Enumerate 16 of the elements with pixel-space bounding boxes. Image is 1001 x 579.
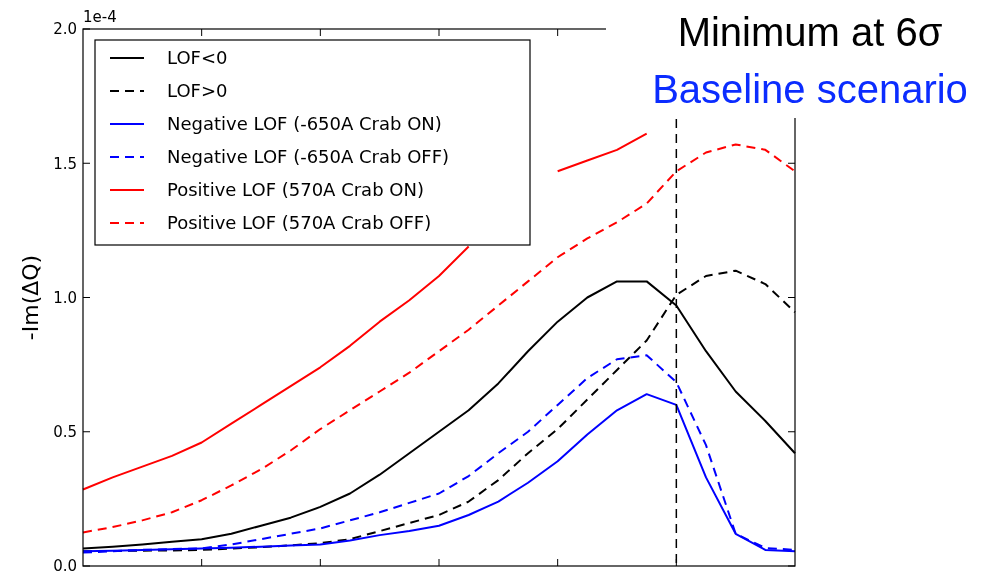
- text: Baseline scenario: [652, 67, 968, 111]
- legend-label: Positive LOF (570A Crab OFF): [167, 212, 432, 234]
- legend-label: Negative LOF (-650A Crab ON): [167, 113, 442, 135]
- y-axis-title: -Im(ΔQ): [18, 254, 43, 341]
- legend-label: LOF>0: [167, 80, 228, 102]
- legend-label: Positive LOF (570A Crab ON): [167, 179, 424, 201]
- line-series: [82, 143, 796, 534]
- text: 1e-4: [83, 8, 117, 26]
- chart-title: Minimum at 6σ: [677, 10, 943, 54]
- legend-label: LOF<0: [167, 47, 228, 69]
- y-tick-label: 1.5: [53, 154, 77, 173]
- y-tick-label: 1.0: [53, 288, 77, 307]
- y-tick-label: 0.0: [53, 557, 77, 576]
- y-tick-label: 0.5: [53, 423, 77, 441]
- y-tick-label: 2.0: [53, 20, 77, 39]
- legend-label: Negative LOF (-650A Crab OFF): [167, 146, 450, 168]
